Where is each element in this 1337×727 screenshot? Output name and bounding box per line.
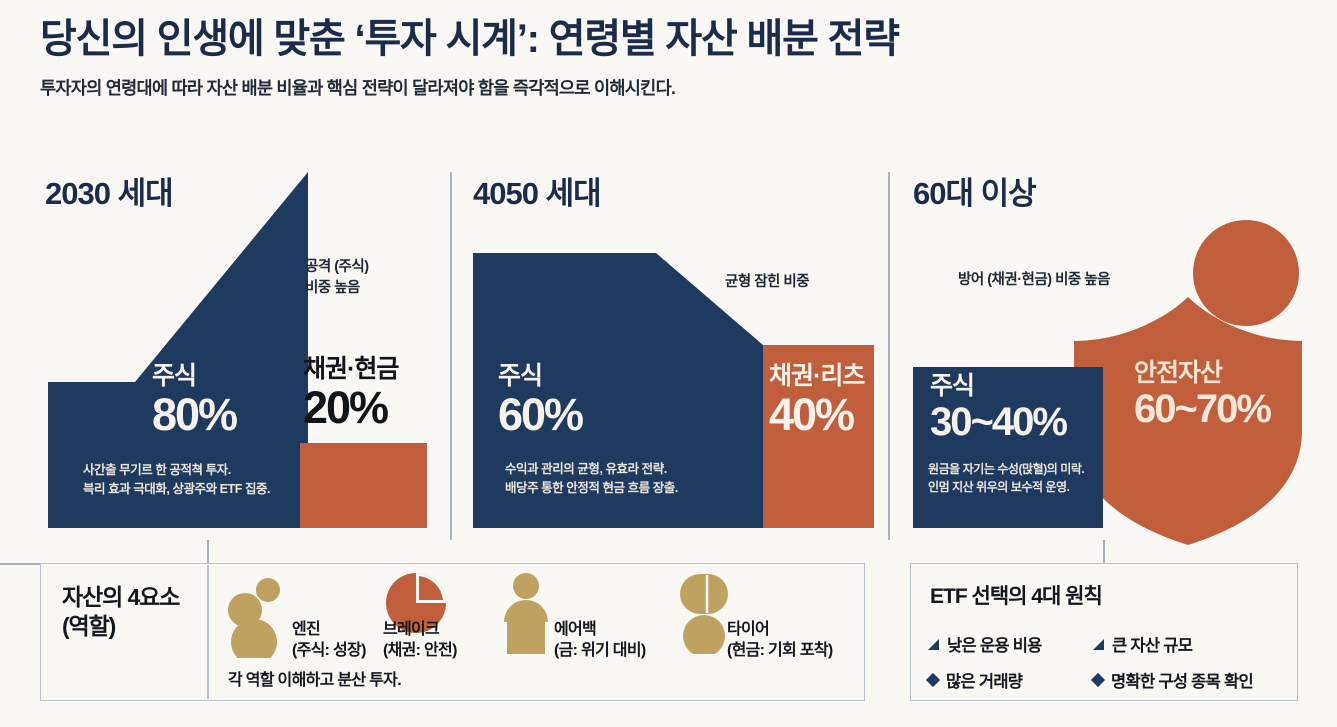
panel-note-4050: 균형 잠힌 비중 — [725, 272, 810, 293]
panel-note-line1: 공격 (주식) — [305, 259, 369, 275]
bubbles-icon — [228, 578, 280, 665]
etf-item-low-cost: 낮은 운용 비용 — [928, 632, 1042, 656]
panel-note-line1: 방어 (채권·현금) 비중 높음 — [958, 272, 1110, 288]
page-subtitle: 투자자의 연령대에 따라 자산 배분 비율과 핵심 전략이 달라져야 함을 즉각… — [40, 78, 676, 98]
primary-percent-60plus: 30~40% — [930, 400, 1068, 445]
panel-note-line2: 비중 높음 — [305, 280, 360, 297]
primary-label-60plus: 주식 30~40% — [930, 372, 1068, 445]
panel-desc-line1: 수익과 관리의 균형, 유효라 전략. — [505, 462, 667, 476]
secondary-label-2030: 채권·현금 20% — [303, 355, 399, 434]
triangle-marker-icon — [1093, 638, 1104, 650]
legend-item-brake — [385, 572, 447, 639]
secondary-category-60plus: 안전자산 — [1134, 359, 1223, 387]
legend-item-engine — [228, 578, 286, 665]
arrow-shape-2030 — [48, 172, 308, 528]
panel-note-2030: 공격 (주식) 비중 높음 — [305, 257, 369, 299]
primary-category-2030: 주식 — [152, 362, 197, 390]
etf-item-clear-holdings: 명확한 구성 종목 확인 — [1090, 668, 1254, 692]
panel-desc-4050: 수익과 관리의 균형, 유효라 전략. 배당주 통한 안정적 현금 흐름 장출. — [505, 460, 678, 498]
legend-role-airbag: (금: 위기 대비) — [554, 641, 646, 659]
panel-note-line1: 균형 잠힌 비중 — [725, 274, 810, 290]
legend-item-tire — [676, 572, 734, 659]
panel-desc-line2: 인멈 지산 위우의 보수적 운영. — [928, 480, 1070, 494]
legend-name-tire: 타이어 — [727, 621, 770, 638]
panel-desc-60plus: 원금을 자기는 수성(맍혈)의 미락. 인멈 지산 위우의 보수적 운영. — [928, 460, 1085, 496]
panel-desc-line1: 사간출 무기르 한 공적쳑 투자. — [83, 463, 231, 477]
panel-note-60plus: 방어 (채권·현금) 비중 높음 — [958, 270, 1110, 291]
secondary-category-4050: 채권·리츠 — [769, 362, 865, 390]
panel-divider-1 — [450, 172, 452, 540]
panel-desc-line2: 배당주 통한 안정적 현금 흐름 장출. — [505, 480, 678, 495]
pie-brake-icon — [386, 573, 446, 633]
airbag-person-icon — [504, 573, 548, 654]
panel-divider-2 — [888, 172, 890, 540]
etf-item-high-volume: 많은 거래량 — [925, 668, 1023, 692]
etf-item-label: 낮은 운용 비용 — [947, 637, 1042, 655]
page-title: 당신의 인생에 맞춘 ‘투자 시계’: 연령별 자산 배분 전략 — [40, 17, 900, 61]
secondary-percent-60plus: 60~70% — [1134, 387, 1272, 432]
legend-label-tire: 타이어 (현금: 기회 포착) — [727, 620, 833, 662]
bar-primary-60plus — [913, 367, 1103, 528]
panel-title-60plus: 60대 이상 — [913, 176, 1037, 211]
legend-heading-line2: (역할) — [62, 612, 116, 639]
legend-heading-line1: 자산의 4요소 — [62, 584, 180, 610]
secondary-percent-4050: 40% — [769, 389, 855, 441]
primary-label-4050: 주식 60% — [498, 362, 584, 441]
etf-item-large-aum: 큰 자산 규모 — [1093, 632, 1193, 656]
legend-role-brake: (채권: 안전) — [383, 641, 457, 659]
diamond-marker-icon — [925, 672, 941, 688]
secondary-category-2030: 채권·현금 — [303, 355, 399, 383]
rule-left — [0, 563, 42, 565]
legend-name-engine: 엔진 — [292, 621, 321, 638]
secondary-percent-2030: 20% — [303, 382, 389, 434]
primary-category-4050: 주식 — [498, 362, 543, 390]
connector-etf — [1103, 540, 1105, 564]
etf-item-label: 큰 자산 규모 — [1112, 637, 1193, 655]
header: 당신의 인생에 맞춘 ‘투자 시계’: 연령별 자산 배분 전략 투자자의 연령… — [40, 16, 1300, 100]
panel-desc-2030: 사간출 무기르 한 공적쳑 투자. 븍리 효과 극대화, 상광주와 ETF 집중… — [83, 461, 271, 499]
panel-title-2030: 2030 세대 — [45, 176, 174, 211]
legend-heading: 자산의 4요소 (역할) — [62, 583, 180, 641]
secondary-label-4050: 채권·리츠 40% — [769, 362, 865, 441]
legend-divider — [207, 565, 209, 699]
shield-person-icon — [1074, 220, 1302, 545]
legend-item-airbag — [500, 572, 552, 659]
legend-name-brake: 브레이크 — [383, 621, 440, 638]
primary-label-2030: 주식 80% — [152, 362, 238, 441]
connector-legend — [207, 540, 209, 564]
legend-label-brake: 브레이크 (채권: 안전) — [383, 620, 457, 662]
navy-shape-4050 — [473, 253, 763, 528]
tire-icon — [680, 574, 728, 657]
legend-label-airbag: 에어백 (금: 위기 대비) — [554, 620, 646, 662]
primary-category-60plus: 주식 — [930, 372, 975, 400]
legend-name-airbag: 에어백 — [554, 621, 597, 638]
panel-desc-line1: 원금을 자기는 수성(맍혈)의 미락. — [928, 462, 1085, 476]
bar-secondary-4050 — [763, 345, 874, 528]
legend-box — [40, 563, 865, 701]
etf-item-label: 명확한 구성 종목 확인 — [1111, 673, 1254, 691]
primary-percent-2030: 80% — [152, 389, 238, 441]
legend-role-engine: (주식: 성장) — [292, 641, 366, 659]
etf-heading: ETF 선택의 4대 원칙 — [930, 585, 1103, 608]
diamond-marker-icon — [1090, 672, 1106, 688]
panel-desc-line2: 븍리 효과 극대화, 상광주와 ETF 집중. — [83, 481, 271, 496]
bar-secondary-2030 — [300, 443, 427, 528]
legend-label-engine: 엔진 (주식: 성장) — [292, 620, 366, 662]
person-head-shape — [1193, 220, 1299, 326]
triangle-marker-icon — [928, 638, 939, 650]
shield-shape — [1074, 297, 1302, 545]
etf-item-label: 많은 거래량 — [946, 673, 1023, 691]
legend-footnote: 각 역할 이해하고 분산 투자. — [228, 672, 402, 689]
secondary-label-60plus: 안전자산 60~70% — [1134, 359, 1272, 432]
legend-role-tire: (현금: 기회 포착) — [727, 641, 833, 659]
panel-title-4050: 4050 세대 — [473, 176, 602, 211]
panels-row: 2030 세대 공격 (주식) 비중 높음 주식 80% 채권·현금 20% 사… — [0, 160, 1337, 545]
primary-percent-4050: 60% — [498, 389, 584, 441]
